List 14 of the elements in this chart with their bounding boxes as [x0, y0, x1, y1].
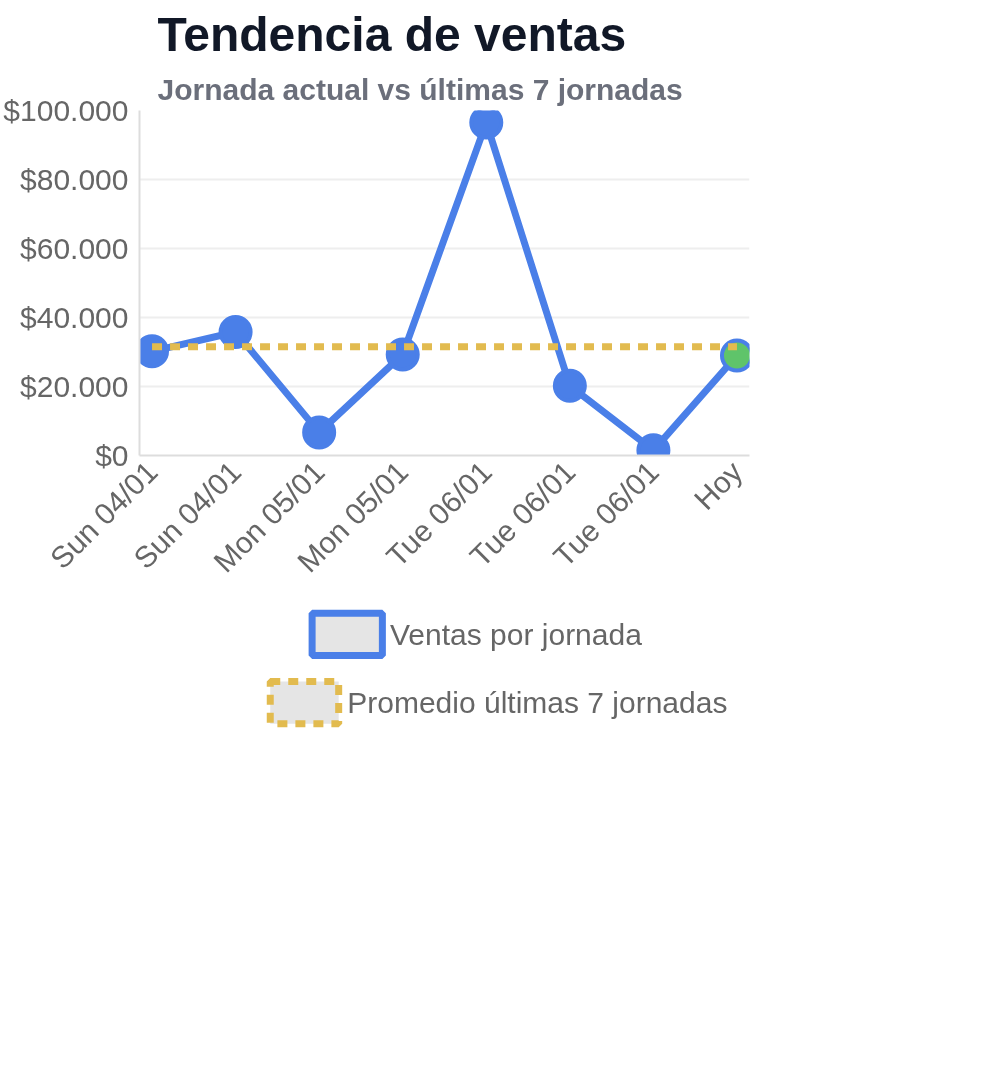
- x-tick-label: Hoy: [687, 454, 749, 516]
- chart-subtitle: Jornada actual vs últimas 7 jornadas: [157, 72, 683, 106]
- point: [552, 368, 587, 403]
- point: [469, 110, 504, 140]
- y-tick-label: $20.000: [20, 370, 129, 403]
- chart-title: Tendencia de ventas: [157, 7, 627, 61]
- y-tick-label: $60.000: [20, 232, 129, 265]
- y-tick-label: $40.000: [20, 301, 129, 334]
- legend-label: Ventas por jornada: [390, 617, 643, 651]
- y-tick-label: $100.000: [3, 94, 129, 127]
- point: [302, 415, 337, 450]
- legend-label: Promedio últimas 7 jornadas: [347, 686, 728, 720]
- point: [218, 315, 253, 349]
- y-tick-label: $80.000: [20, 163, 129, 196]
